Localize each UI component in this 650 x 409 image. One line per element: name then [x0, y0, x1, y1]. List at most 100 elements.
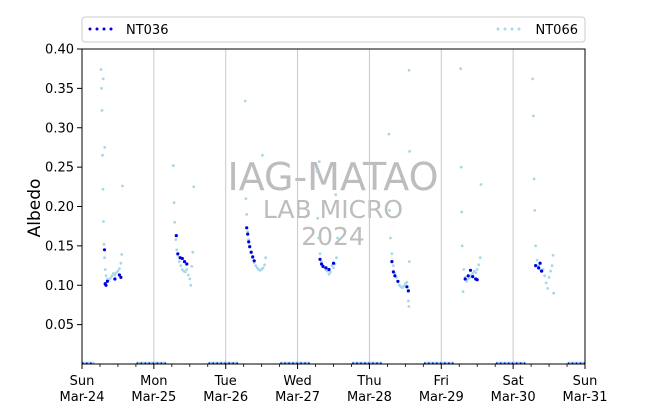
- legend-marker-NT066: [510, 27, 514, 31]
- point-NT036: [393, 274, 397, 278]
- x-tick-label-date: Mar-31: [563, 390, 608, 405]
- y-tick-label: 0.25: [45, 161, 74, 176]
- x-tick-label-day: Tue: [214, 374, 237, 389]
- point-NT066: [329, 270, 332, 274]
- point-NT066: [100, 109, 104, 112]
- legend-label-NT066: NT066: [536, 23, 578, 38]
- x-tick-label-day: Mon: [140, 374, 167, 389]
- point-NT066: [246, 230, 250, 234]
- point-NT066: [109, 276, 112, 280]
- point-NT066: [172, 201, 176, 205]
- x-tick-label-date: Mar-30: [491, 390, 536, 405]
- y-tick-label: 0.05: [45, 318, 74, 333]
- point-NT036: [466, 274, 470, 278]
- point-NT066: [461, 290, 465, 293]
- point-NT066: [247, 238, 251, 242]
- vertical-gridlines: [153, 49, 514, 364]
- point-NT066: [103, 256, 106, 260]
- point-NT036: [249, 250, 253, 254]
- watermark-line: IAG-MATAO: [227, 155, 438, 199]
- point-NT066: [550, 264, 554, 267]
- point-NT036: [104, 283, 108, 287]
- point-NT036: [245, 226, 249, 230]
- x-tick-label-date: Mar-28: [347, 390, 392, 405]
- point-NT066: [392, 264, 395, 267]
- point-NT066: [171, 164, 175, 168]
- point-NT066: [334, 193, 338, 197]
- point-NT066: [118, 267, 121, 271]
- point-NT066: [110, 274, 114, 278]
- point-NT036: [105, 279, 109, 283]
- x-tick-label-day: Fri: [434, 374, 450, 389]
- point-NT036: [102, 248, 107, 252]
- point-NT066: [316, 216, 320, 220]
- point-NT066: [101, 187, 105, 191]
- point-NT066: [388, 209, 391, 212]
- y-tick-label: 0.35: [45, 82, 74, 97]
- point-NT036: [390, 260, 394, 264]
- legend-marker-NT066: [503, 27, 507, 31]
- point-NT066: [173, 220, 177, 224]
- point-NT066: [185, 268, 189, 271]
- point-NT066: [532, 177, 536, 181]
- point-NT036: [185, 262, 189, 266]
- point-NT036: [247, 240, 251, 244]
- y-tick-label: 0.20: [45, 200, 74, 215]
- y-axis: 0.05 0.10 0.15 0.20 0.25 0.30 0.35 0.40: [45, 43, 82, 333]
- point-NT066: [405, 280, 409, 284]
- point-NT066: [336, 236, 339, 240]
- point-NT036: [174, 234, 178, 238]
- legend-marker-NT036: [88, 27, 92, 31]
- point-NT066: [179, 264, 183, 267]
- point-NT066: [387, 132, 391, 136]
- point-NT066: [113, 273, 117, 277]
- point-NT066: [551, 253, 555, 257]
- point-NT066: [261, 266, 265, 270]
- point-NT066: [120, 253, 124, 256]
- point-NT066: [535, 258, 539, 262]
- point-NT066: [245, 213, 249, 216]
- y-tick-label: 0.40: [45, 43, 74, 58]
- point-NT066: [537, 264, 540, 267]
- point-NT066: [102, 242, 106, 246]
- x-tick-label-day: Sun: [573, 374, 598, 389]
- point-NT066: [189, 283, 193, 287]
- point-NT066: [317, 160, 321, 164]
- watermark-line: 2024: [301, 222, 365, 251]
- point-NT066: [402, 284, 406, 288]
- point-NT066: [462, 268, 466, 271]
- point-NT066: [543, 274, 546, 278]
- point-NT066: [174, 238, 178, 242]
- point-NT066: [407, 305, 411, 308]
- legend-marker-NT066: [517, 27, 521, 31]
- point-NT066: [408, 150, 411, 153]
- point-NT066: [532, 114, 535, 118]
- point-NT066: [254, 264, 258, 267]
- point-NT036: [538, 261, 542, 265]
- point-NT066: [121, 184, 124, 188]
- point-NT066: [327, 272, 331, 276]
- x-tick-label-date: Mar-24: [60, 390, 105, 405]
- legend-marker-NT036: [102, 27, 106, 31]
- point-NT036: [540, 269, 544, 273]
- point-NT066: [407, 260, 411, 263]
- point-NT066: [479, 183, 483, 186]
- point-NT066: [534, 244, 537, 248]
- point-NT036: [252, 259, 256, 263]
- point-NT066: [177, 260, 181, 263]
- point-NT066: [318, 252, 322, 256]
- point-NT036: [405, 285, 409, 289]
- data-points: [99, 67, 555, 308]
- x-tick-label-date: Mar-27: [275, 390, 320, 405]
- point-NT036: [117, 273, 121, 277]
- point-NT036: [468, 268, 473, 272]
- point-NT036: [248, 245, 252, 249]
- legend-marker-NT036: [109, 27, 113, 31]
- point-NT066: [474, 271, 478, 274]
- point-NT036: [537, 266, 541, 270]
- point-NT036: [471, 275, 475, 279]
- point-NT066: [547, 276, 551, 279]
- point-NT066: [390, 252, 394, 256]
- x-tick-label-day: Thu: [356, 374, 381, 389]
